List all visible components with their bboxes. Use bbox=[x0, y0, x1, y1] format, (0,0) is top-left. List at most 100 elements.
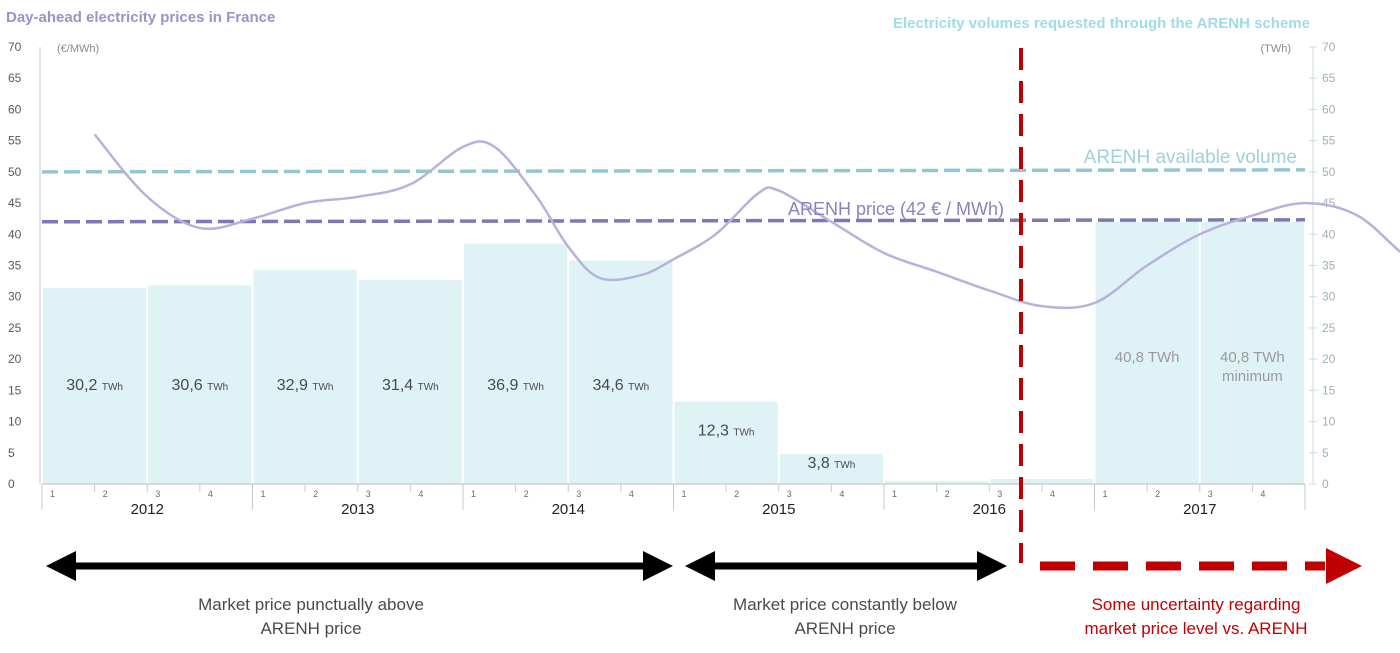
bar-value-label: 12,3 TWh bbox=[698, 423, 755, 440]
year-label: 2014 bbox=[552, 501, 585, 518]
year-label: 2015 bbox=[762, 501, 795, 518]
arenh-price-label: ARENH price (42 € / MWh) bbox=[788, 199, 1004, 219]
volume-bar bbox=[674, 401, 778, 484]
bar-value-label: 34,6 TWh bbox=[593, 377, 650, 394]
quarter-label: 2 bbox=[945, 489, 950, 499]
volume-bar bbox=[779, 454, 883, 484]
arenh-volume-line bbox=[41, 168, 1306, 174]
y-tick-label-right: 45 bbox=[1322, 196, 1336, 210]
y-tick-label-left: 70 bbox=[8, 40, 22, 54]
quarter-label: 4 bbox=[418, 489, 423, 499]
bar-value-label: 40,8 TWh bbox=[1115, 349, 1180, 366]
reference-lines bbox=[41, 168, 1306, 224]
y-tick-label-left: 35 bbox=[8, 259, 22, 273]
y-tick-label-right: 5 bbox=[1322, 446, 1329, 460]
quarter-label: 1 bbox=[1103, 489, 1108, 499]
volume-bar bbox=[253, 269, 357, 484]
price-series bbox=[93, 133, 1400, 310]
left-chart-title: Day-ahead electricity prices in France bbox=[6, 9, 275, 26]
y-tick-label-left: 30 bbox=[8, 290, 22, 304]
y-tick-label-right: 25 bbox=[1322, 321, 1336, 335]
y-tick-label-left: 0 bbox=[8, 477, 15, 491]
quarter-label: 2 bbox=[524, 489, 529, 499]
left-axis-unit: (€/MWh) bbox=[57, 43, 99, 55]
quarter-label: 2 bbox=[1155, 489, 1160, 499]
bar-value-label: 3,8 TWh bbox=[807, 455, 855, 472]
quarter-label: 2 bbox=[313, 489, 318, 499]
quarter-label: 1 bbox=[50, 489, 55, 499]
y-tick-label-left: 60 bbox=[8, 102, 22, 116]
period-2-line1: Market price constantly below bbox=[733, 595, 958, 614]
quarter-label: 3 bbox=[997, 489, 1002, 499]
bar-value-label: 32,9 TWh bbox=[277, 377, 334, 394]
quarter-label: 1 bbox=[261, 489, 266, 499]
y-tick-label-right: 35 bbox=[1322, 259, 1336, 273]
year-label: 2017 bbox=[1183, 501, 1216, 518]
period-1-line2: ARENH price bbox=[260, 619, 361, 638]
y-tick-label-right: 40 bbox=[1322, 227, 1336, 241]
volume-bar bbox=[358, 279, 462, 484]
y-tick-label-left: 40 bbox=[8, 227, 22, 241]
y-tick-label-left: 10 bbox=[8, 415, 22, 429]
quarter-label: 3 bbox=[155, 489, 160, 499]
volume-bar bbox=[464, 243, 568, 484]
bar-note-label: minimum bbox=[1222, 368, 1283, 385]
year-label: 2013 bbox=[341, 501, 374, 518]
y-tick-label-left: 15 bbox=[8, 383, 22, 397]
quarter-label: 2 bbox=[734, 489, 739, 499]
period-3-line1: Some uncertainty regarding bbox=[1092, 595, 1301, 614]
y-tick-label-right: 0 bbox=[1322, 477, 1329, 491]
y-tick-label-right: 70 bbox=[1322, 40, 1336, 54]
bar-value-label: 40,8 TWh bbox=[1220, 349, 1285, 366]
quarter-label: 1 bbox=[892, 489, 897, 499]
quarter-label: 3 bbox=[787, 489, 792, 499]
volume-bar bbox=[885, 480, 989, 484]
year-label: 2012 bbox=[131, 501, 164, 518]
bar-value-label: 30,2 TWh bbox=[66, 377, 123, 394]
y-tick-label-left: 25 bbox=[8, 321, 22, 335]
y-tick-label-left: 55 bbox=[8, 134, 22, 148]
volume-bar bbox=[990, 479, 1094, 484]
volume-bar bbox=[1200, 221, 1304, 485]
y-tick-label-right: 55 bbox=[1322, 134, 1336, 148]
volume-bar bbox=[43, 287, 147, 484]
y-tick-label-right: 15 bbox=[1322, 383, 1336, 397]
y-tick-label-right: 50 bbox=[1322, 165, 1336, 179]
arenh-volume-label: ARENH available volume bbox=[1084, 147, 1297, 168]
volume-bar bbox=[569, 260, 673, 484]
y-tick-label-right: 60 bbox=[1322, 102, 1336, 116]
quarter-label: 4 bbox=[629, 489, 634, 499]
quarter-label: 3 bbox=[576, 489, 581, 499]
quarter-label: 1 bbox=[682, 489, 687, 499]
quarter-label: 4 bbox=[208, 489, 213, 499]
quarter-label: 4 bbox=[839, 489, 844, 499]
quarter-label: 4 bbox=[1050, 489, 1055, 499]
y-tick-label-right: 20 bbox=[1322, 352, 1336, 366]
y-tick-label-left: 45 bbox=[8, 196, 22, 210]
y-tick-label-right: 10 bbox=[1322, 415, 1336, 429]
quarter-label: 2 bbox=[103, 489, 108, 499]
bar-value-label: 36,9 TWh bbox=[487, 377, 544, 394]
y-tick-label-left: 5 bbox=[8, 446, 15, 460]
right-chart-title: Electricity volumes requested through th… bbox=[893, 15, 1310, 32]
quarter-label: 4 bbox=[1260, 489, 1265, 499]
period-3-line2: market price level vs. ARENH bbox=[1085, 619, 1308, 638]
quarter-label: 1 bbox=[471, 489, 476, 499]
bar-value-label: 30,6 TWh bbox=[172, 377, 229, 394]
y-tick-label-left: 65 bbox=[8, 71, 22, 85]
quarter-label: 3 bbox=[1208, 489, 1213, 499]
y-tick-label-left: 20 bbox=[8, 352, 22, 366]
period-arrow-2 bbox=[685, 551, 1007, 581]
right-axis-unit: (TWh) bbox=[1260, 43, 1291, 55]
arenh-price-line bbox=[41, 218, 1306, 224]
price-line-historical bbox=[93, 133, 1400, 310]
period-1-line1: Market price punctually above bbox=[198, 595, 424, 614]
bar-labels: 30,2 TWh 30,6 TWh 32,9 TWh 31,4 TWh 36,9 TWh… bbox=[66, 349, 1284, 472]
y-tick-label-left: 50 bbox=[8, 165, 22, 179]
period-arrow-3 bbox=[1040, 548, 1362, 584]
bar-value-label: 31,4 TWh bbox=[382, 377, 439, 394]
y-tick-label-right: 65 bbox=[1322, 71, 1336, 85]
volume-bars bbox=[43, 221, 1304, 485]
period-arrow-1 bbox=[46, 551, 673, 581]
